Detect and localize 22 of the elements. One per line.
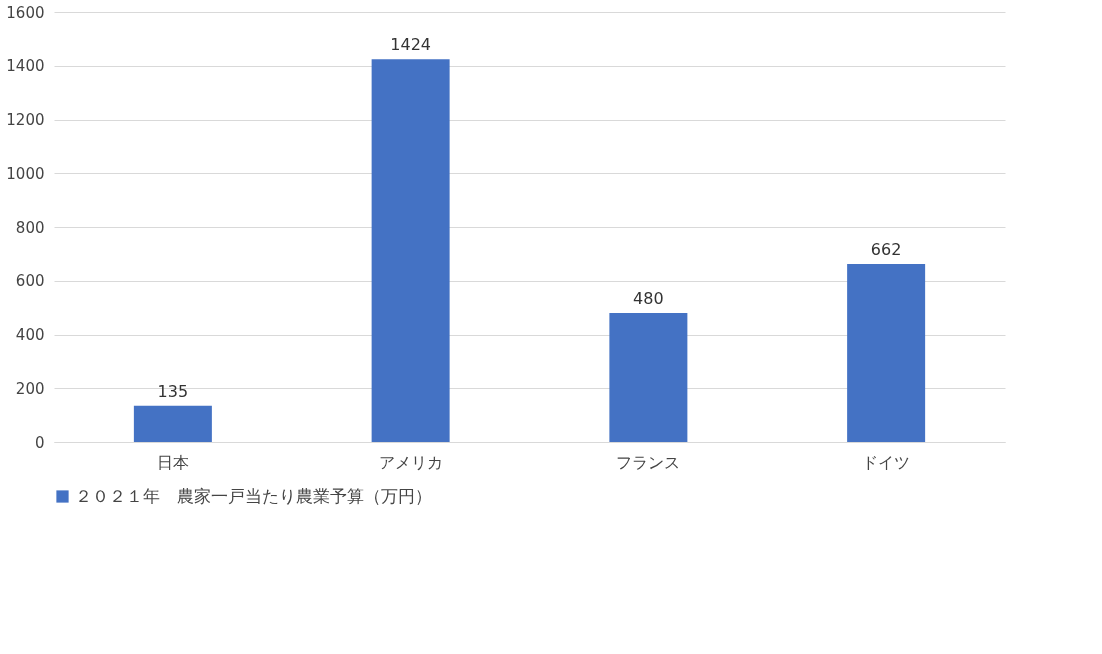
data-label: 480 [633, 289, 664, 308]
x-tick-label: ドイツ [862, 452, 911, 472]
data-label: 1424 [390, 35, 431, 55]
y-tick-label: 1000 [6, 164, 45, 183]
legend-label: ２０２１年 農家一戸当たり農業予算（万円） [75, 485, 432, 506]
x-tick-label: アメリカ [378, 452, 443, 472]
x-tick-label: 日本 [156, 452, 189, 472]
bar [133, 405, 212, 442]
bar [371, 59, 450, 442]
y-tick-label: 0 [34, 433, 45, 452]
bar [847, 264, 926, 442]
x-tick-label: フランス [616, 452, 681, 472]
y-tick-label: 200 [15, 379, 45, 398]
y-tick-label: 1400 [6, 57, 45, 76]
y-tick-label: 400 [15, 326, 45, 344]
data-label: 662 [870, 240, 902, 260]
y-tick-label: 1600 [6, 3, 45, 22]
y-tick-label: 1200 [6, 111, 45, 129]
data-label: 135 [157, 381, 189, 401]
bar [609, 313, 688, 442]
y-tick-label: 600 [15, 272, 45, 291]
y-tick-label: 800 [15, 218, 45, 237]
